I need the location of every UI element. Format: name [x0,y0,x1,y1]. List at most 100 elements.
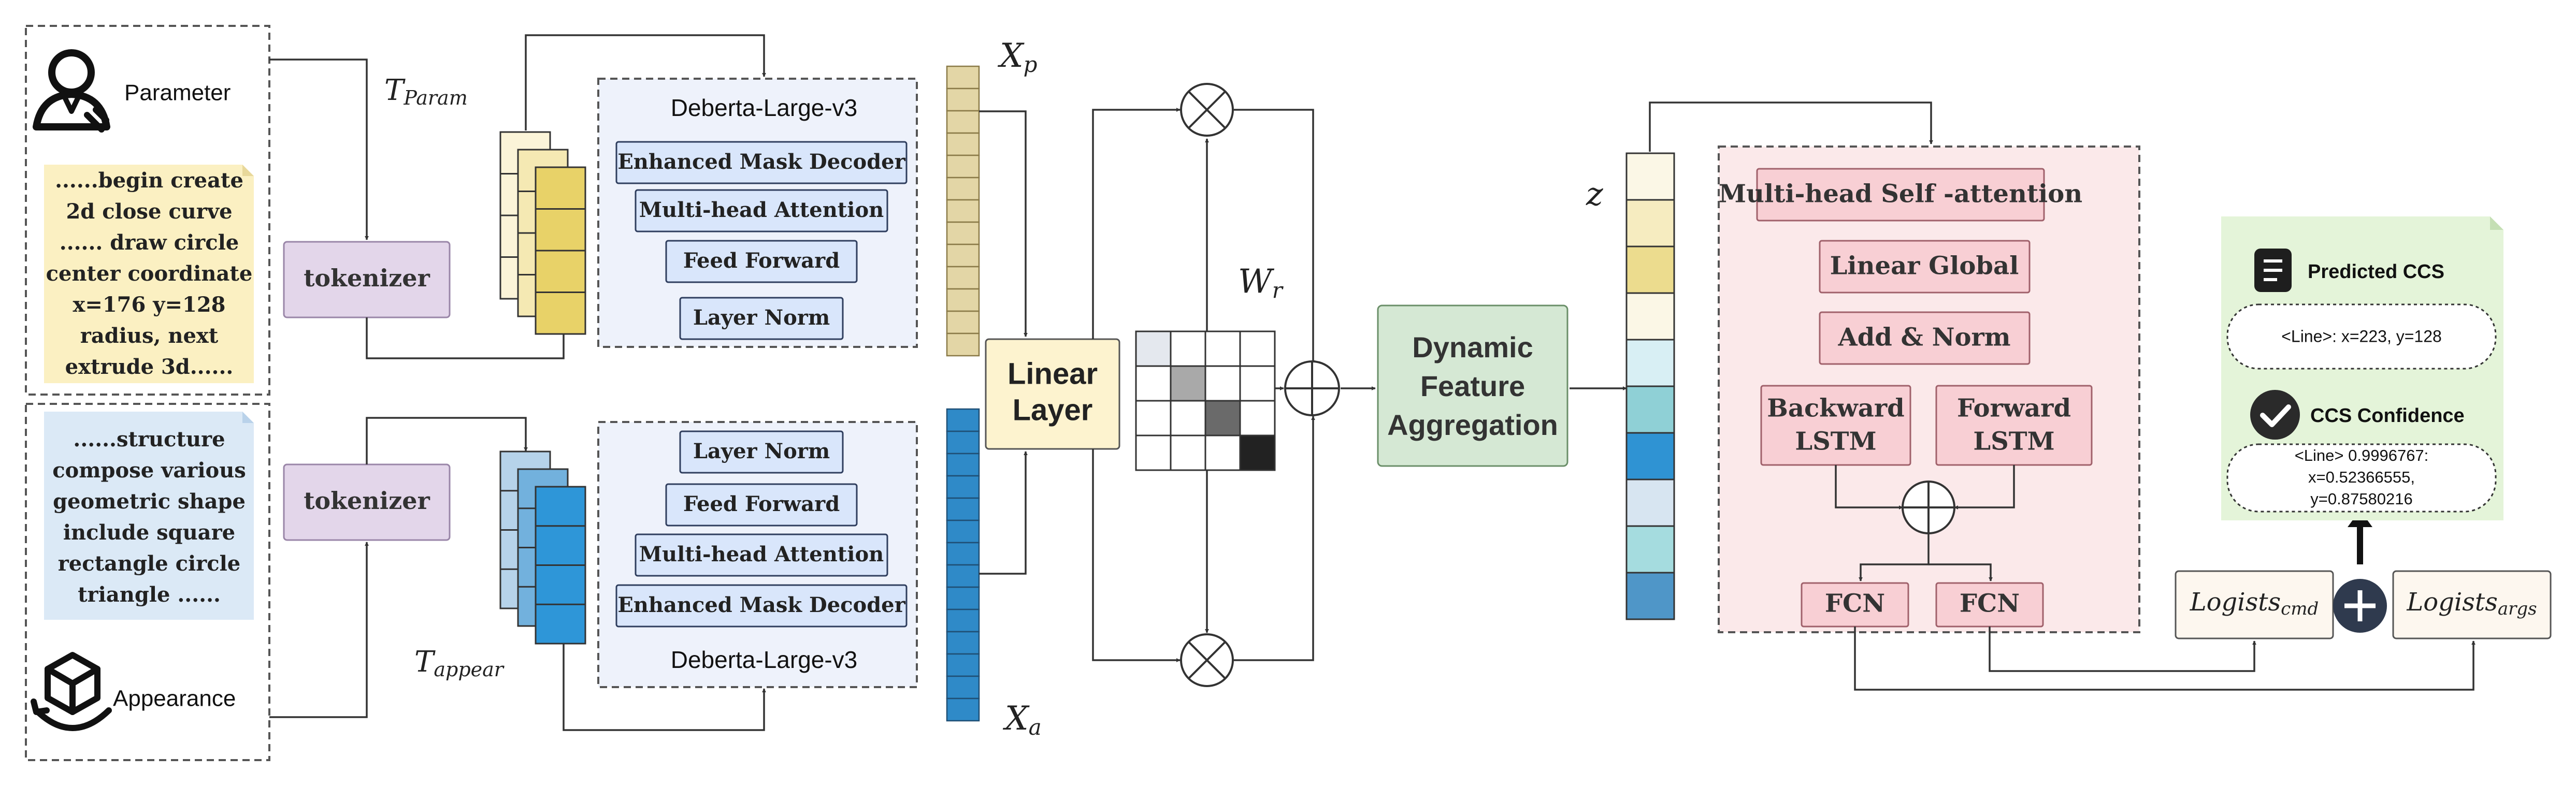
fcn-left-label: FCN [1825,589,1885,618]
xa-cell-1 [946,408,980,432]
wr-cell-1-3 [1239,365,1276,402]
predicted-ccs-title: Predicted CCS [2308,261,2444,283]
wr-cell-3-3 [1239,434,1276,471]
encoder-bottom-layer-label-1: Layer Norm [693,439,830,463]
parameter-note-line-7: extrude 3d...... [65,355,234,379]
encoder-bottom-layer-1: Layer Norm [679,430,844,474]
wr-cell-1-0 [1135,365,1172,402]
appearance-text-note: ......structure compose various geometric … [44,412,254,620]
encoder-top-layer-label-4: Layer Norm [693,305,830,330]
multihead-self-attention-block: Multi-head Self -attention [1719,168,2082,222]
decoder-connectors [1835,465,2015,581]
forward-lstm-line-2: LSTM [1973,427,2054,456]
wr-cell-1-1 [1170,365,1206,402]
tokenizer-bottom-label: tokenizer [304,487,430,515]
dynamic-feature-aggregation: Dynamic Feature Aggregation [1377,304,1568,467]
fcn-left-block: FCN [1801,582,1909,628]
forward-lstm-line-1: Forward [1957,394,2071,423]
logits-args-label: Logistsargs [2406,588,2537,620]
encoder-top-layer-4: Layer Norm [679,297,844,340]
confidence-bubble [2226,443,2497,513]
lstm-add-node [1902,481,1955,534]
t-appear-label: Tappear [414,645,505,681]
appearance-note-line-4: include square [63,520,235,545]
encoder-top-layer-label-3: Feed Forward [683,249,840,273]
z-cell-4 [1625,292,1675,341]
parameter-note-line-3: ...... draw circle [60,230,239,255]
backward-lstm-block: Backward LSTM [1760,385,1911,466]
wr-cell-2-3 [1239,400,1276,436]
predicted-ccs-value: <Line>: x=223, y=128 [2281,327,2442,345]
encoder-top-layer-1: Enhanced Mask Decoder [615,141,908,184]
encoder-bottom-title: Deberta-Large-v3 [671,646,858,673]
xp-cell-10 [946,266,980,290]
tokenizer-bottom: tokenizer [283,463,451,541]
wr-cell-3-1 [1170,434,1206,471]
confidence-line-1: <Line> 0.9996767: [2295,446,2429,464]
xa-label: Xa [1002,700,1042,740]
parameter-panel: Parameter ......begin create 2d close cur… [25,25,270,396]
xa-cell-5 [946,497,980,521]
xp-cell-11 [946,288,980,312]
linear-layer-line-1: Linear [1008,357,1098,390]
parameter-note-line-4: center coordinate [46,261,253,286]
logits-args-box: Logistsargs [2392,570,2552,639]
z-cell-1 [1625,152,1675,201]
output-note: Predicted CCS <Line>: x=223, y=128 CCS C… [2221,216,2503,520]
parameter-note-line-2: 2d close curve [66,199,232,224]
parameter-note-line-1: ......begin create [55,168,243,193]
linear-global-block: Linear Global [1819,240,2031,294]
dfa-line-2: Feature [1420,370,1525,402]
encoder-top-layer-label-2: Multi-head Attention [639,198,884,222]
fcn-right-block: FCN [1935,582,2044,628]
cube-icon [31,652,112,731]
xa-cell-12 [946,653,980,677]
forward-lstm-block: Forward LSTM [1935,385,2093,466]
appearance-label: Appearance [113,686,236,711]
xa-cell-14 [946,697,980,722]
wr-cell-2-0 [1135,400,1172,436]
parameter-label: Parameter [124,80,231,106]
xp-cell-12 [946,310,980,334]
encoder-top-layer-label-1: Enhanced Mask Decoder [617,150,905,174]
confidence-line-2: x=0.52366555, [2308,468,2415,486]
xa-cell-3 [946,453,980,477]
encoder-top: Deberta-Large-v3 Enhanced Mask Decoder Mu… [597,78,918,348]
z-cell-5 [1625,339,1675,387]
appearance-panel: ......structure compose various geometric … [25,403,270,761]
ccs-confidence-title: CCS Confidence [2310,405,2465,427]
xp-cell-1 [946,65,980,90]
xp-cell-5 [946,154,980,179]
xa-cell-13 [946,675,980,700]
predicted-ccs-bubble [2226,303,2497,370]
z-cell-9 [1625,525,1675,574]
xa-cell-6 [946,519,980,544]
wr-cell-0-3 [1239,330,1276,367]
encoder-bottom-layer-4: Enhanced Mask Decoder [615,584,908,628]
add-node-middle [1284,360,1340,416]
xa-cell-4 [946,475,980,499]
person-icon [33,49,110,133]
document-icon [2254,249,2292,292]
xp-cell-6 [946,177,980,201]
xp-vector [946,65,980,357]
encoder-bottom-layer-label-2: Feed Forward [683,492,840,516]
encoder-bottom-layer-label-4: Enhanced Mask Decoder [617,593,905,617]
xa-cell-8 [946,564,980,588]
multiply-node-top [1180,83,1234,137]
parameter-note-line-6: radius, next [80,324,219,348]
encoder-top-layer-3: Feed Forward [665,240,858,283]
xa-vector [946,408,980,722]
xp-label: Xp [997,37,1037,78]
encoder-bottom-layer-label-3: Multi-head Attention [639,542,884,566]
logits-cmd-box: Logistscmd [2175,570,2334,639]
wr-cell-0-1 [1170,330,1206,367]
z-cell-6 [1625,385,1675,434]
xa-cell-2 [946,430,980,455]
appear-token-card-3 [535,486,586,645]
connectors-middle [979,101,1933,662]
parameter-note-line-5: x=176 y=128 [73,293,225,317]
backward-lstm-line-2: LSTM [1795,427,1876,456]
logits-plus-node [2333,579,2387,633]
z-cell-8 [1625,478,1675,527]
